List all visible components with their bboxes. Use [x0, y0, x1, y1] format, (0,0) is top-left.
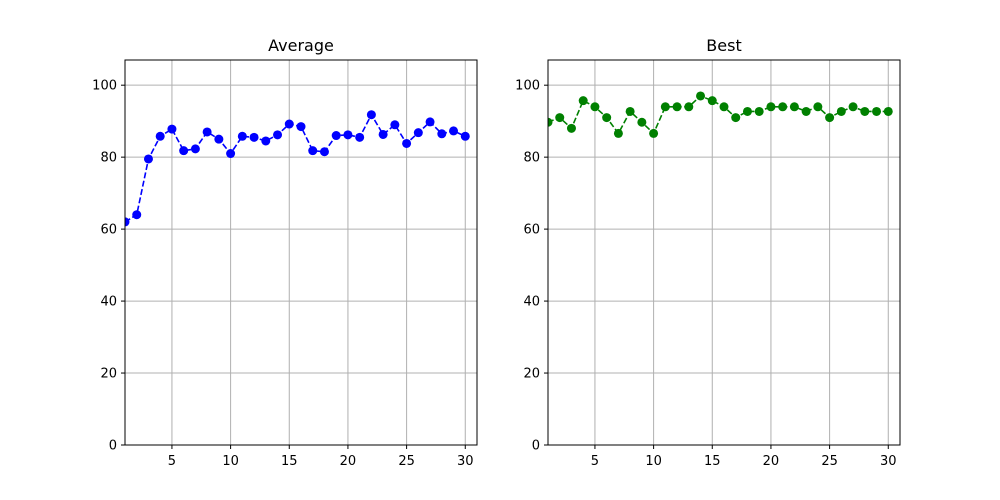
- best-y-tick-label: 60: [523, 223, 540, 238]
- average-x-tick-label: 5: [168, 454, 176, 469]
- average-data-point: [143, 154, 153, 164]
- best-y-tick-label: 80: [523, 151, 540, 166]
- best-data-point: [590, 102, 600, 112]
- average-data-point: [284, 119, 294, 129]
- best-data-point: [696, 91, 706, 101]
- average-y-tick-label: 100: [92, 79, 117, 94]
- average-data-point: [155, 131, 165, 141]
- average-data-point: [167, 124, 177, 134]
- average-chart-title: Average: [268, 36, 334, 55]
- average-data-point: [460, 131, 470, 141]
- average-data-point: [413, 128, 423, 138]
- best-data-point: [548, 117, 553, 127]
- best-chart-title: Best: [706, 36, 741, 55]
- best-axes-frame: [547, 59, 901, 446]
- average-y-tick-label: 80: [100, 151, 117, 166]
- average-data-point: [366, 110, 376, 120]
- best-data-point: [836, 106, 846, 116]
- best-data-point: [883, 106, 893, 116]
- best-data-point: [684, 102, 694, 112]
- best-y-tick-label: 40: [523, 295, 540, 310]
- average-data-point: [425, 117, 435, 127]
- best-data-point: [848, 102, 858, 112]
- average-y-tick-label: 40: [100, 295, 117, 310]
- best-data-point: [719, 102, 729, 112]
- average-data-point: [319, 147, 329, 157]
- average-data-point: [378, 129, 388, 139]
- average-data-point: [214, 134, 224, 144]
- best-data-point: [649, 128, 659, 138]
- average-panel: 5 10 15 20 25 30 0 20 40 60 80 100 Average: [92, 36, 478, 469]
- average-x-tick-label: 25: [398, 454, 415, 469]
- average-data-point: [343, 130, 353, 140]
- average-data-point: [202, 127, 212, 137]
- average-x-tick-label: 15: [281, 454, 298, 469]
- average-data-point: [331, 131, 341, 141]
- average-data-point: [296, 122, 306, 132]
- best-data-point: [860, 106, 870, 116]
- best-data-point: [566, 123, 576, 133]
- average-data-point: [132, 210, 142, 220]
- best-data-point: [672, 102, 682, 112]
- best-data-point: [766, 102, 776, 112]
- average-data-point: [237, 131, 247, 141]
- best-data-point: [602, 113, 612, 123]
- average-data-point: [437, 129, 447, 139]
- best-data-point: [731, 113, 741, 123]
- average-x-tick-label: 20: [340, 454, 357, 469]
- best-x-tick-label: 15: [704, 454, 721, 469]
- best-data-point: [801, 106, 811, 116]
- average-x-tick-label: 30: [457, 454, 474, 469]
- best-data-point: [754, 106, 764, 116]
- average-y-tick-label: 60: [100, 223, 117, 238]
- best-data-point: [555, 113, 565, 123]
- best-series-line: [548, 95, 889, 135]
- average-data-point: [449, 126, 459, 136]
- average-data-point: [249, 132, 259, 142]
- best-data-point: [707, 96, 717, 106]
- best-data-point: [825, 113, 835, 123]
- best-y-tick-label: 100: [515, 79, 540, 94]
- best-x-tick-label: 25: [821, 454, 838, 469]
- best-x-tick-label: 20: [763, 454, 780, 469]
- average-data-point: [402, 138, 412, 148]
- average-data-point: [226, 149, 236, 159]
- average-data-point: [308, 146, 318, 156]
- best-data-point: [778, 102, 788, 112]
- average-data-point: [355, 132, 365, 142]
- average-data-point: [179, 146, 189, 156]
- best-y-tick-label: 20: [523, 367, 540, 382]
- best-x-tick-label: 30: [880, 454, 897, 469]
- best-data-point: [578, 96, 588, 106]
- average-data-point: [273, 130, 283, 140]
- average-axes-frame: [124, 59, 478, 446]
- best-y-tick-label: 0: [532, 439, 540, 454]
- average-data-point: [390, 120, 400, 130]
- best-panel: 5 10 15 20 25 30 0 20 40 60 80 100 Best: [515, 36, 901, 469]
- average-y-tick-label: 20: [100, 367, 117, 382]
- best-data-point: [872, 106, 882, 116]
- average-data-point: [190, 144, 200, 154]
- best-data-point: [660, 102, 670, 112]
- best-data-point: [637, 117, 647, 127]
- best-data-point: [789, 102, 799, 112]
- best-data-point: [813, 102, 823, 112]
- best-data-point: [613, 128, 623, 138]
- best-data-point: [742, 106, 752, 116]
- best-data-point: [625, 106, 635, 116]
- average-y-tick-label: 0: [109, 439, 117, 454]
- average-data-point: [261, 136, 271, 146]
- average-x-tick-label: 10: [222, 454, 239, 469]
- average-data-point: [125, 217, 130, 227]
- best-x-tick-label: 10: [645, 454, 662, 469]
- best-x-tick-label: 5: [591, 454, 599, 469]
